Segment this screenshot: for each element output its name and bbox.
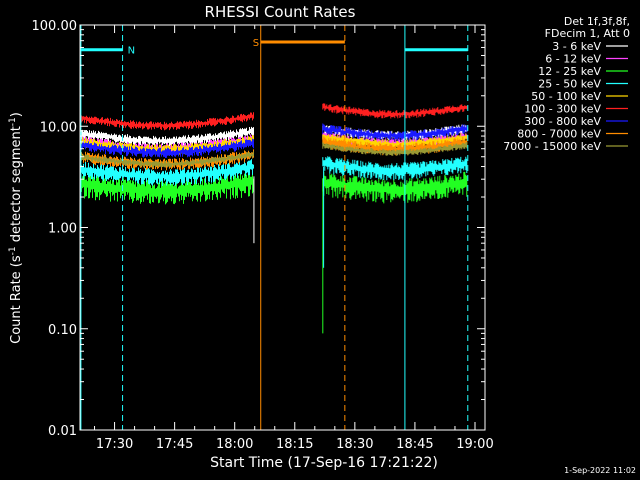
series-trace	[322, 103, 468, 119]
legend-entry-label: 12 - 25 keV	[538, 65, 601, 78]
y-axis-label-part: detector segment	[9, 126, 24, 246]
legend-entry-label: 25 - 50 keV	[538, 78, 601, 91]
legend-header: FDecim 1, Att 0	[545, 27, 630, 40]
legend-entry-label: 300 - 800 keV	[524, 115, 601, 128]
x-tick-label: 17:45	[156, 437, 193, 452]
flag-label: N	[128, 46, 135, 57]
y-tick-label: 0.01	[48, 424, 77, 439]
y-tick-label: 1.00	[48, 222, 77, 237]
x-axis-label: Start Time (17-Sep-16 17:21:22)	[210, 455, 438, 471]
flag-label: S	[253, 38, 259, 49]
y-axis-label-part: )	[9, 112, 24, 117]
legend-entry-label: 100 - 300 keV	[524, 103, 601, 116]
y-axis-label-sup: -1	[8, 117, 18, 126]
series-trace	[322, 123, 468, 141]
y-axis-label-sup: -1	[8, 246, 18, 255]
x-tick-label: 18:15	[276, 437, 313, 452]
legend-header: Det 1f,3f,8f,	[564, 15, 630, 28]
legend-entry-label: 6 - 12 keV	[545, 53, 601, 66]
y-tick-label: 0.10	[48, 323, 77, 338]
series-trace	[322, 142, 468, 156]
y-tick-label: 100.00	[32, 19, 78, 34]
legend-entry-label: 800 - 7000 keV	[517, 128, 601, 141]
x-tick-label: 18:45	[396, 437, 433, 452]
chart-title: RHESSI Count Rates	[205, 3, 356, 21]
legend-entry-label: 50 - 100 keV	[531, 90, 601, 103]
plot-data: NS	[80, 25, 469, 430]
legend-entry-label: 3 - 6 keV	[552, 40, 601, 53]
axes: 0.01 0.10 1.00 10.00 100.00 17:30 17:45 18:00 18…	[32, 19, 494, 452]
legend-entry-label: 7000 - 15000 keV	[503, 140, 601, 153]
x-tick-label: 19:00	[456, 437, 493, 452]
y-tick-label: 10.00	[40, 120, 77, 135]
timestamp: 1-Sep-2022 11:02	[564, 466, 636, 475]
x-tick-label: 18:00	[216, 437, 253, 452]
x-tick-label: 17:30	[96, 437, 133, 452]
series-trace	[322, 156, 468, 181]
x-tick-label: 18:30	[336, 437, 373, 452]
y-axis-label-part: Count Rate (s	[9, 255, 24, 344]
y-axis-label: Count Rate (s-1 detector segment-1)	[8, 112, 24, 344]
